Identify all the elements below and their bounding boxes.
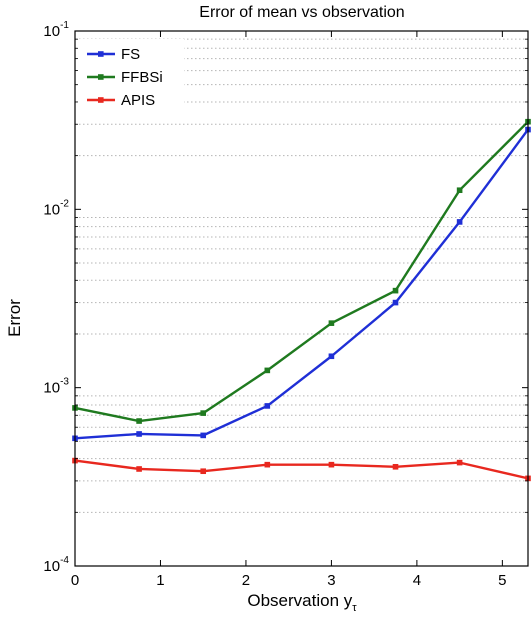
data-point-fs <box>392 299 399 306</box>
y-ticks: 10-4 10-3 10-2 10-1 <box>43 20 528 575</box>
data-point-ffbsi <box>136 418 142 424</box>
legend: FS FFBSi APIS <box>79 39 184 119</box>
data-point-ffbsi <box>200 410 207 416</box>
x-axis-label-subscript: τ <box>352 602 357 614</box>
x-tick-label: 3 <box>327 572 335 589</box>
x-tick-label: 0 <box>71 572 79 589</box>
x-tick-label: 1 <box>156 572 164 589</box>
legend-marker-apis <box>98 97 104 103</box>
y-tick-label: 10-3 <box>43 377 69 397</box>
series-line-ffbsi <box>74 120 529 423</box>
y-tick-label: 10-4 <box>43 555 69 575</box>
legend-label-fs: FS <box>121 46 140 63</box>
data-point-apis <box>392 463 399 470</box>
y-tick-label: 10-2 <box>43 198 69 218</box>
data-point-apis <box>456 459 463 466</box>
data-point-fs <box>456 219 463 225</box>
x-tick-label: 4 <box>413 572 421 589</box>
data-point-fs <box>328 353 335 360</box>
data-point-apis <box>136 466 142 472</box>
legend-marker-fs <box>98 51 104 57</box>
data-point-fs <box>136 431 142 437</box>
legend-label-ffbsi: FFBSi <box>121 69 163 86</box>
data-point-apis <box>328 461 335 468</box>
legend-box <box>79 39 184 119</box>
series-lines <box>72 118 531 482</box>
legend-label-apis: APIS <box>121 92 155 109</box>
series-line-fs <box>74 128 529 440</box>
y-axis-label: Error <box>5 299 24 337</box>
data-point-ffbsi <box>456 187 463 194</box>
chart-title: Error of mean vs observation <box>199 4 404 21</box>
x-axis-label-main: Observation y <box>247 591 352 610</box>
x-tick-label: 2 <box>242 572 250 589</box>
data-point-apis <box>264 461 271 468</box>
data-point-fs <box>200 432 207 439</box>
data-point-ffbsi <box>264 367 271 374</box>
x-axis-label: Observation yτ <box>247 591 357 614</box>
series-line-apis <box>74 459 529 480</box>
legend-marker-ffbsi <box>98 74 104 80</box>
x-ticks: 0 1 2 3 4 5 <box>71 31 507 589</box>
data-point-apis <box>200 468 207 475</box>
y-tick-label: 10-1 <box>43 20 69 40</box>
data-point-fs <box>264 403 271 409</box>
plot-area-frame <box>74 30 529 567</box>
grid-lines <box>75 38 528 513</box>
x-tick-label: 5 <box>498 572 506 589</box>
data-point-ffbsi <box>328 320 335 326</box>
data-point-ffbsi <box>392 287 399 294</box>
